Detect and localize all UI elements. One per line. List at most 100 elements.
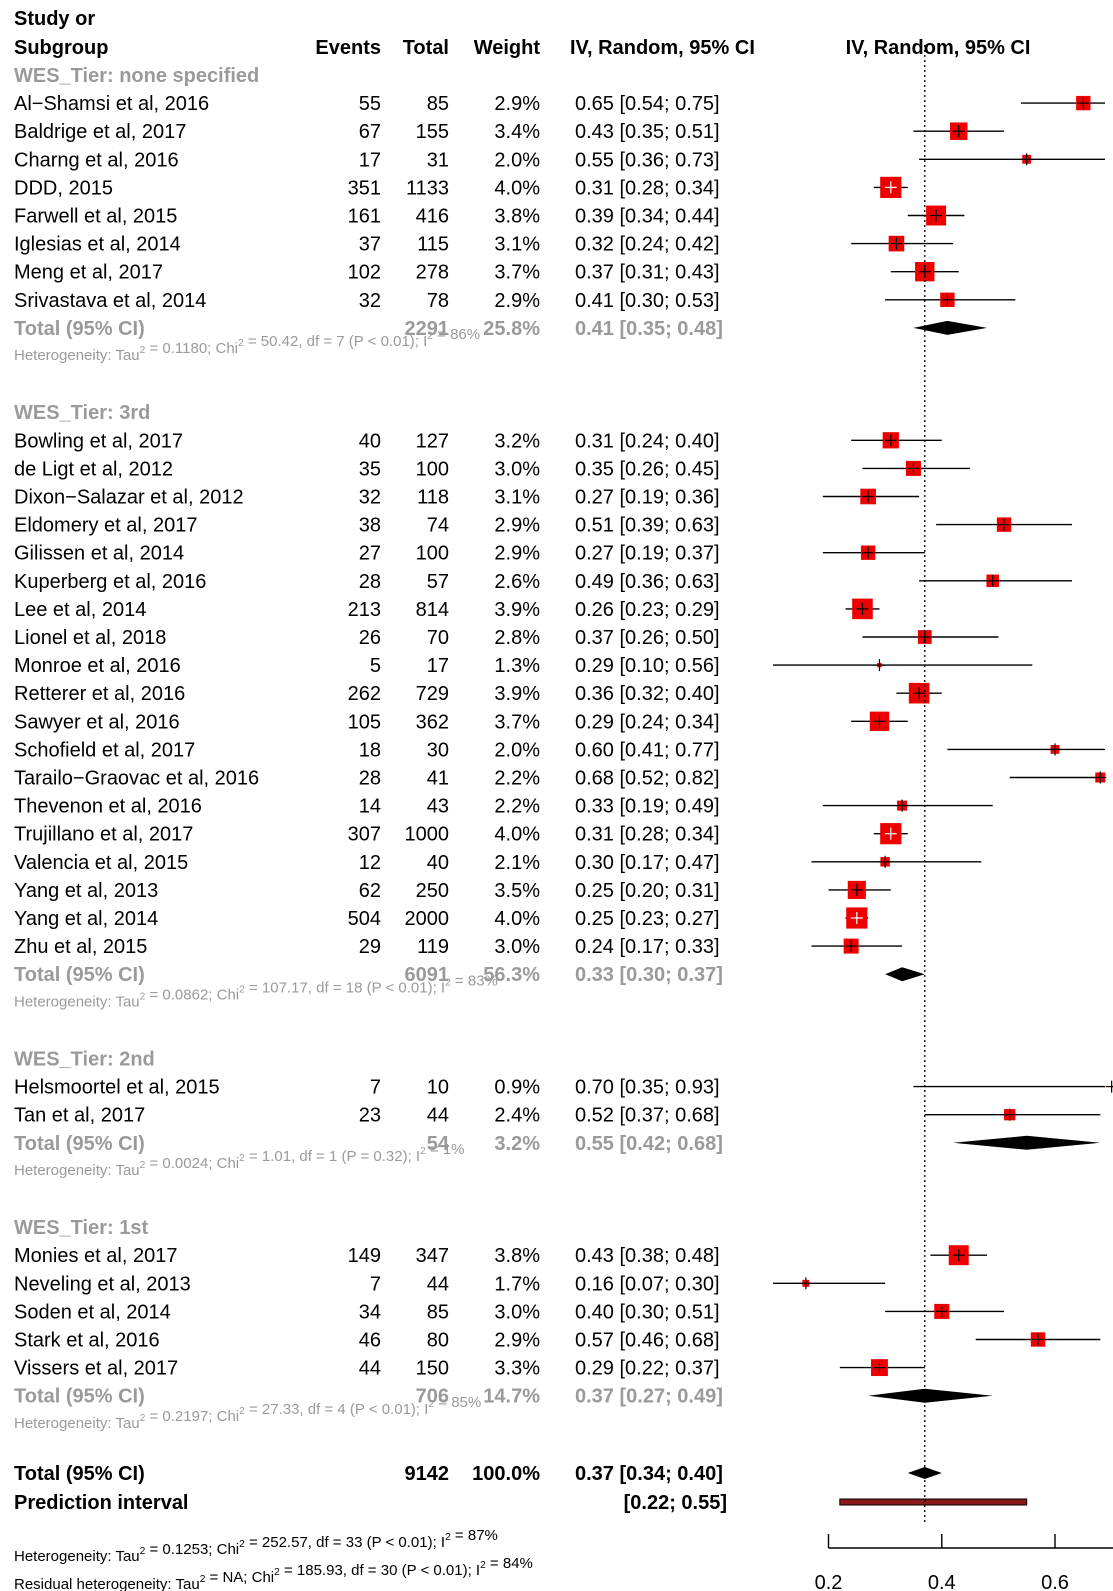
- subgroup-2-study-16-ci: 0.30 [0.17; 0.47]: [575, 852, 720, 874]
- subgroup-4-study-1-total: 347: [416, 1245, 449, 1267]
- subgroup-2-study-11-events: 105: [348, 711, 381, 733]
- subgroup-2-study-2-total: 100: [416, 458, 449, 480]
- subgroup-2-study-7-events: 213: [348, 599, 381, 621]
- subgroup-2-study-1-events: 40: [359, 430, 381, 452]
- subgroup-1-total-n: 2291: [405, 318, 450, 340]
- subgroup-2-study-6-ci: 0.49 [0.36; 0.63]: [575, 571, 720, 593]
- subgroup-4-study-3-events: 34: [359, 1301, 381, 1323]
- subgroup-1-study-3-name: Charng et al, 2016: [14, 149, 179, 171]
- subgroup-2-study-7-total: 814: [416, 599, 449, 621]
- subgroup-3-total-n: 54: [427, 1133, 450, 1155]
- subgroup-1-title: WES_Tier: none specified: [14, 65, 259, 87]
- subgroup-2-study-13-events: 28: [359, 768, 381, 790]
- subgroup-1-study-1-name: Al−Shamsi et al, 2016: [14, 93, 209, 115]
- overall-total-label: Total (95% CI): [14, 1463, 145, 1485]
- subgroup-1-study-7-weight: 3.7%: [494, 262, 540, 284]
- subgroup-1-study-6-name: Iglesias et al, 2014: [14, 234, 181, 256]
- header-subgroup: Subgroup: [14, 37, 108, 59]
- subgroup-2-study-11-total: 362: [416, 711, 449, 733]
- subgroup-2-study-15-events: 307: [348, 824, 381, 846]
- subgroup-3-study-1-total: 10: [427, 1077, 449, 1099]
- subgroup-3-study-2-events: 23: [359, 1105, 381, 1127]
- overall-total-weight: 100.0%: [472, 1463, 540, 1485]
- subgroup-2-title: WES_Tier: 3rd: [14, 402, 150, 424]
- subgroup-2-study-16-name: Valencia et al, 2015: [14, 852, 188, 874]
- subgroup-2-study-8-weight: 2.8%: [494, 627, 540, 649]
- subgroup-2-study-10-weight: 3.9%: [494, 683, 540, 705]
- subgroup-2-study-4-weight: 2.9%: [494, 515, 540, 537]
- subgroup-1-study-5-events: 161: [348, 206, 381, 228]
- subgroup-4-study-5-name: Vissers et al, 2017: [14, 1358, 178, 1380]
- subgroup-1-study-7-total: 278: [416, 262, 449, 284]
- subgroup-1-study-7-name: Meng et al, 2017: [14, 262, 163, 284]
- subgroup-3-title: WES_Tier: 2nd: [14, 1049, 155, 1071]
- overall-total-n: 9142: [405, 1463, 450, 1485]
- subgroup-1-total-ci: 0.41 [0.35; 0.48]: [575, 318, 723, 340]
- subgroup-3-study-2-total: 44: [427, 1105, 449, 1127]
- subgroup-1-study-1-events: 55: [359, 93, 381, 115]
- subgroup-1-study-5-weight: 3.8%: [494, 206, 540, 228]
- subgroup-2-study-2-events: 35: [359, 458, 381, 480]
- subgroup-2-total-n: 6091: [405, 964, 450, 986]
- subgroup-1-study-8-name: Srivastava et al, 2014: [14, 290, 206, 312]
- subgroup-2-study-12-total: 30: [427, 739, 449, 761]
- subgroup-2-study-7-weight: 3.9%: [494, 599, 540, 621]
- header-study-or: Study or: [14, 8, 95, 30]
- subgroup-2-study-9-name: Monroe et al, 2016: [14, 655, 181, 677]
- prediction-ci: [0.22; 0.55]: [624, 1492, 727, 1514]
- subgroup-2-total-diamond: [885, 967, 925, 982]
- subgroup-2-study-18-ci: 0.25 [0.23; 0.27]: [575, 908, 720, 930]
- subgroup-2-study-15-ci: 0.31 [0.28; 0.34]: [575, 824, 720, 846]
- subgroup-1-study-1-total: 85: [427, 93, 449, 115]
- subgroup-2-study-19-total: 119: [417, 936, 449, 958]
- subgroup-2-heterogeneity: Heterogeneity: Tau2 = 0.0862; Chi2 = 107…: [14, 972, 498, 1010]
- subgroup-4-study-4-total: 80: [427, 1330, 449, 1352]
- subgroup-2-study-6-weight: 2.6%: [494, 571, 540, 593]
- residual-heterogeneity: Residual heterogeneity: Tau2 = NA; Chi2 …: [14, 1555, 533, 1591]
- subgroup-3-total-weight: 3.2%: [494, 1133, 540, 1155]
- overall-heterogeneity: Heterogeneity: Tau2 = 0.1253; Chi2 = 252…: [14, 1527, 498, 1565]
- subgroup-2-study-10-total: 729: [416, 683, 449, 705]
- subgroup-1-study-4-weight: 4.0%: [494, 177, 540, 199]
- subgroup-2-study-3-name: Dixon−Salazar et al, 2012: [14, 487, 244, 509]
- subgroup-2-study-14-events: 14: [359, 796, 381, 818]
- subgroup-4-study-5-total: 150: [416, 1358, 449, 1380]
- subgroup-2-study-10-events: 262: [348, 683, 381, 705]
- subgroup-1-study-2-ci: 0.43 [0.35; 0.51]: [575, 121, 720, 143]
- header-ci: IV, Random, 95% CI: [570, 37, 755, 59]
- subgroup-4-study-2-ci: 0.16 [0.07; 0.30]: [575, 1273, 720, 1295]
- subgroup-3-total-ci: 0.55 [0.42; 0.68]: [575, 1133, 723, 1155]
- subgroup-2-study-1-total: 127: [416, 430, 449, 452]
- subgroup-4-total-weight: 14.7%: [483, 1386, 540, 1408]
- subgroup-2-study-4-total: 74: [427, 515, 449, 537]
- subgroup-2-study-19-name: Zhu et al, 2015: [14, 936, 147, 958]
- subgroup-1-study-4-total: 1133: [406, 177, 449, 199]
- subgroup-2-study-3-weight: 3.1%: [494, 487, 540, 509]
- header-plot-ci: IV, Random, 95% CI: [846, 37, 1031, 59]
- subgroup-1-study-7-ci: 0.37 [0.31; 0.43]: [575, 262, 720, 284]
- subgroup-2-study-17-ci: 0.25 [0.20; 0.31]: [575, 880, 720, 902]
- subgroup-1-study-8-events: 32: [359, 290, 381, 312]
- x-tick-label-3: 0.6: [1041, 1572, 1069, 1591]
- subgroup-1-study-6-weight: 3.1%: [494, 234, 540, 256]
- subgroup-2-study-14-name: Thevenon et al, 2016: [14, 796, 202, 818]
- overall-total-ci: 0.37 [0.34; 0.40]: [575, 1463, 723, 1485]
- subgroup-3-study-2-name: Tan et al, 2017: [14, 1105, 145, 1127]
- subgroup-4-study-2-weight: 1.7%: [494, 1273, 540, 1295]
- subgroup-1-study-6-total: 115: [417, 234, 449, 256]
- subgroup-2-study-5-total: 100: [416, 543, 449, 565]
- subgroup-2-study-11-weight: 3.7%: [494, 711, 540, 733]
- subgroup-2-study-14-weight: 2.2%: [494, 796, 540, 818]
- subgroup-4-study-2-events: 7: [370, 1273, 381, 1295]
- subgroup-2-study-4-ci: 0.51 [0.39; 0.63]: [575, 515, 720, 537]
- subgroup-1-study-2-name: Baldrige et al, 2017: [14, 121, 186, 143]
- subgroup-4-study-4-ci: 0.57 [0.46; 0.68]: [575, 1330, 720, 1352]
- subgroup-2-study-11-ci: 0.29 [0.24; 0.34]: [575, 711, 720, 733]
- subgroup-2-study-8-ci: 0.37 [0.26; 0.50]: [575, 627, 720, 649]
- subgroup-4-total-label: Total (95% CI): [14, 1386, 145, 1408]
- subgroup-2-study-16-total: 40: [427, 852, 449, 874]
- subgroup-2-study-19-weight: 3.0%: [494, 936, 540, 958]
- subgroup-1-study-5-total: 416: [416, 206, 449, 228]
- subgroup-1-study-8-ci: 0.41 [0.30; 0.53]: [575, 290, 720, 312]
- subgroup-2-total-ci: 0.33 [0.30; 0.37]: [575, 964, 723, 986]
